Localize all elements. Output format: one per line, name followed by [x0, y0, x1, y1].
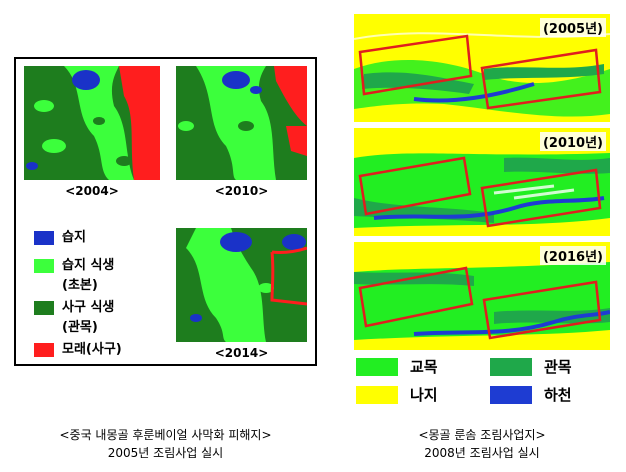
legend-label-dune-vegetation: 사구 식생 (관목)	[62, 300, 115, 335]
legend-label-wetland-vegetation: 습지 식생 (초본)	[62, 258, 115, 293]
map-2016: (2016년)	[354, 242, 610, 350]
map-2004-label: <2004>	[65, 184, 119, 198]
map-2010-label: <2010>	[214, 184, 269, 198]
legend-label-trees: 교목	[410, 358, 438, 376]
legend-swatch-shrubs	[490, 357, 532, 376]
map-2014	[176, 228, 307, 342]
map-2004	[24, 66, 160, 180]
right-caption-title: <몽골 룬솜 조림사업지>	[418, 428, 546, 442]
map-2010	[176, 66, 307, 180]
legend-swatch-dune-vegetation	[34, 301, 54, 315]
legend-swatch-sand	[34, 343, 54, 357]
legend-swatch-trees	[356, 357, 398, 376]
left-caption-title: <중국 내몽골 후룬베이얼 사막화 피해지>	[59, 428, 272, 442]
legend-item-trees: 교목	[356, 356, 438, 377]
legend-item-bare-land: 나지	[356, 384, 438, 405]
legend-label-shrubs: 관목	[544, 358, 572, 376]
year-label-2010: (2010년)	[539, 132, 606, 151]
legend-swatch-wetland-vegetation	[34, 259, 54, 273]
year-label-2005: (2005년)	[539, 18, 606, 37]
legend-item-wetland-vegetation: 습지 식생 (초본)	[34, 256, 114, 296]
legend-item-river: 하천	[490, 384, 572, 405]
right-caption: <몽골 룬솜 조림사업지> 2008년 조림사업 실시	[354, 426, 610, 462]
legend-swatch-bare-land	[356, 385, 398, 404]
left-caption: <중국 내몽골 후룬베이얼 사막화 피해지> 2005년 조림사업 실시	[14, 426, 317, 462]
legend-label-bare-land: 나지	[410, 386, 438, 404]
map-2005: (2005년)	[354, 14, 610, 122]
legend-item-dune-vegetation: 사구 식생 (관목)	[34, 298, 114, 338]
left-caption-subtitle: 2005년 조림사업 실시	[107, 446, 224, 460]
map-2010-mongolia: (2010년)	[354, 128, 610, 236]
legend-swatch-river	[490, 385, 532, 404]
legend-label-wetland: 습지	[62, 230, 86, 245]
year-label-2016: (2016년)	[539, 246, 606, 265]
right-caption-subtitle: 2008년 조림사업 실시	[424, 446, 540, 460]
legend-label-sand: 모래(사구)	[62, 342, 122, 357]
legend-item-sand: 모래(사구)	[34, 340, 122, 360]
map-2014-label: <2014>	[214, 346, 269, 360]
legend-label-river: 하천	[544, 386, 572, 404]
legend-swatch-wetland	[34, 231, 54, 245]
legend-item-wetland: 습지	[34, 228, 86, 248]
legend-item-shrubs: 관목	[490, 356, 572, 377]
